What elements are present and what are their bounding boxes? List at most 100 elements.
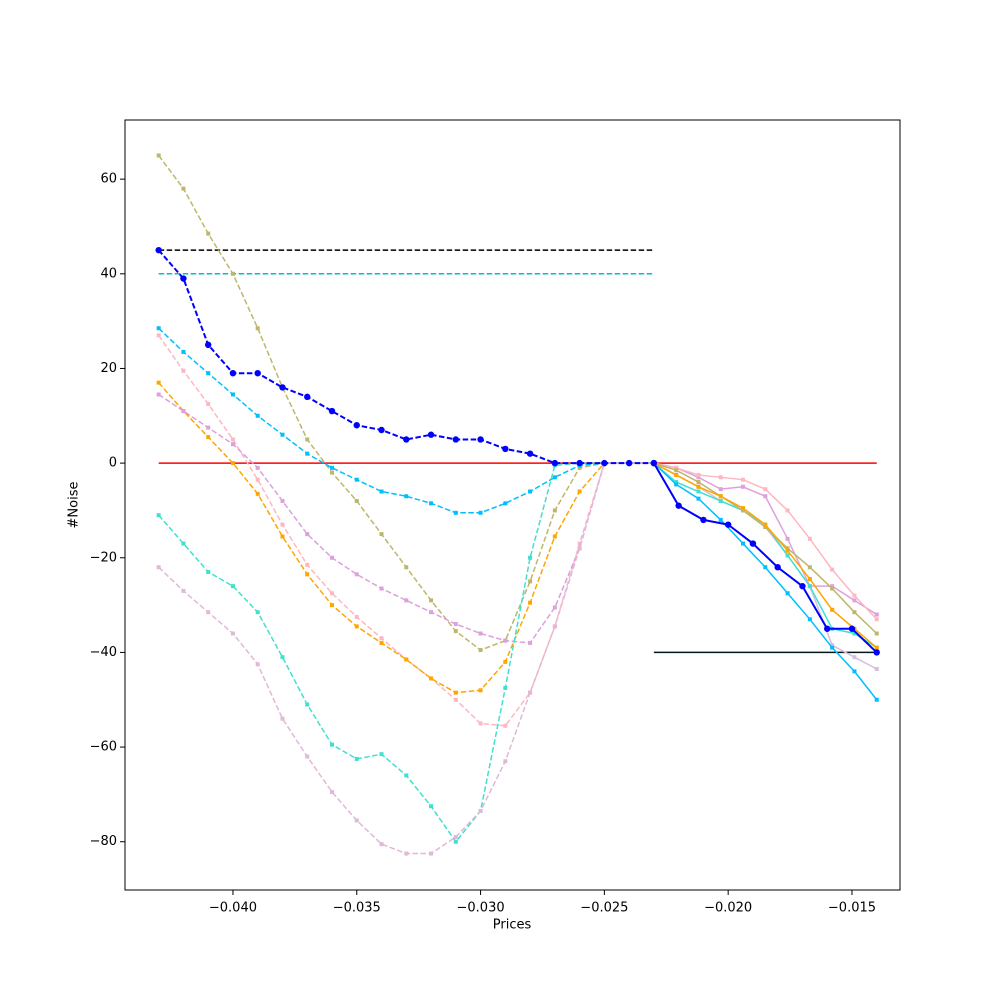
point: [741, 541, 746, 546]
point: [763, 522, 768, 527]
plot-area: [155, 153, 880, 856]
point: [156, 326, 161, 331]
point: [354, 614, 359, 619]
point: [799, 582, 806, 590]
point: [830, 567, 835, 572]
point: [785, 548, 790, 553]
point: [577, 546, 582, 551]
point: [674, 480, 679, 485]
point: [453, 629, 458, 634]
point: [718, 487, 723, 492]
point: [478, 631, 483, 636]
point: [379, 489, 384, 494]
point: [206, 425, 211, 430]
point: [280, 534, 285, 539]
point: [255, 610, 260, 615]
point: [696, 484, 701, 489]
point: [230, 631, 235, 636]
point: [675, 502, 682, 509]
point: [528, 555, 533, 560]
point: [230, 442, 235, 447]
point: [696, 480, 701, 485]
point: [528, 579, 533, 584]
point: [824, 625, 831, 632]
point: [785, 508, 790, 513]
point: [206, 435, 211, 440]
point: [478, 808, 483, 813]
point: [741, 484, 746, 489]
point: [181, 409, 186, 414]
point: [749, 540, 757, 547]
point: [718, 475, 723, 480]
point: [503, 723, 508, 728]
point: [206, 401, 211, 406]
point: [378, 426, 385, 434]
point: [379, 586, 384, 591]
point: [696, 472, 701, 477]
point: [503, 638, 508, 643]
point: [379, 636, 384, 641]
point: [552, 508, 557, 513]
series-line: [158, 393, 654, 644]
point: [305, 532, 310, 537]
point: [502, 445, 509, 453]
point: [478, 648, 483, 653]
point: [852, 598, 857, 603]
point: [329, 790, 334, 795]
point: [453, 622, 458, 627]
point: [329, 591, 334, 596]
point: [674, 468, 679, 473]
point: [577, 489, 582, 494]
point: [874, 697, 879, 702]
point: [206, 610, 211, 615]
point: [807, 584, 812, 589]
point: [404, 773, 409, 778]
point: [674, 465, 679, 470]
point: [280, 716, 285, 721]
point: [807, 565, 812, 570]
point: [280, 432, 285, 437]
point: [601, 459, 608, 467]
x-tick-label: −0.040: [209, 901, 257, 916]
point: [280, 522, 285, 527]
y-tick-label: −80: [90, 834, 117, 849]
x-tick-label: −0.035: [333, 901, 381, 916]
y-tick-label: 40: [100, 266, 117, 281]
point: [230, 461, 235, 466]
point: [404, 851, 409, 856]
point: [503, 685, 508, 690]
point: [526, 450, 534, 457]
point: [429, 598, 434, 603]
point: [625, 459, 633, 467]
point: [674, 482, 679, 487]
point: [429, 676, 434, 681]
point: [552, 475, 557, 480]
point: [156, 565, 161, 570]
y-tick-label: −40: [90, 645, 117, 660]
point: [741, 477, 746, 482]
point: [724, 521, 732, 528]
point: [255, 662, 260, 667]
x-tick-label: −0.030: [457, 901, 505, 916]
point: [852, 610, 857, 615]
point: [696, 496, 701, 501]
point: [528, 690, 533, 695]
point: [255, 491, 260, 496]
point: [830, 607, 835, 612]
point: [379, 532, 384, 537]
point: [354, 624, 359, 629]
point: [181, 349, 186, 354]
point: [453, 690, 458, 695]
point: [255, 413, 260, 418]
point: [155, 246, 162, 254]
point: [763, 525, 768, 530]
point: [354, 477, 359, 482]
point: [478, 510, 483, 515]
point: [774, 564, 781, 571]
y-tick-label: −20: [90, 550, 117, 565]
point: [230, 437, 235, 442]
point: [181, 541, 186, 546]
series-line: [653, 462, 878, 654]
